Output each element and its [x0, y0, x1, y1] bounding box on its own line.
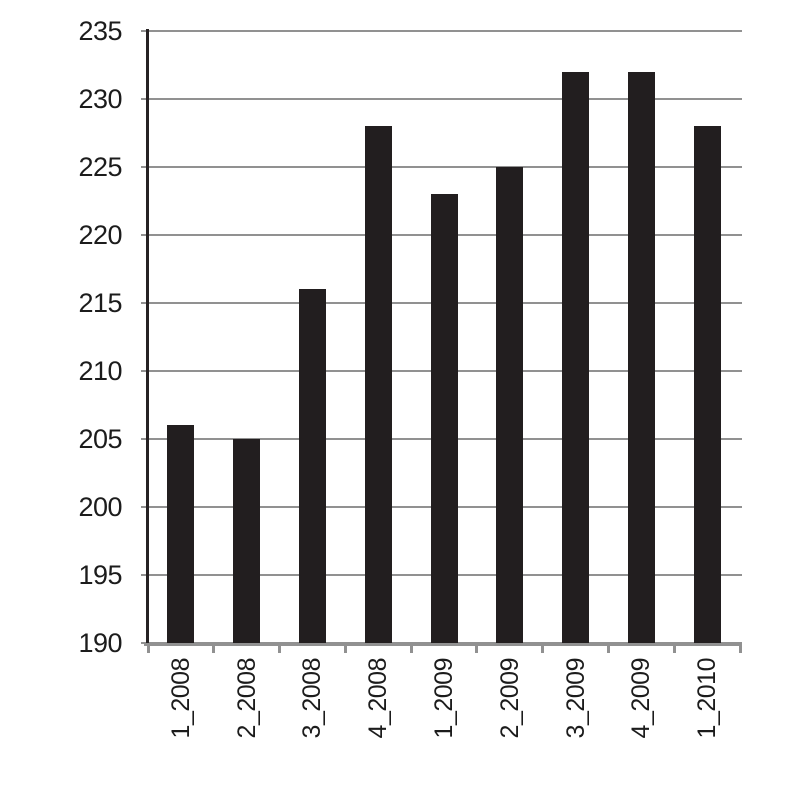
x-axis-tick-label: 4_2008: [364, 658, 393, 739]
y-axis-tick-label: 190: [78, 628, 122, 658]
x-axis-tick: [475, 643, 479, 653]
bar-4_2009: [627, 71, 655, 643]
gridline: [141, 30, 742, 32]
y-axis-tick-label: 220: [78, 220, 122, 250]
bar-4_2008: [364, 126, 392, 643]
bar-2_2009: [496, 167, 524, 643]
y-axis-line: [146, 29, 149, 646]
bar-1_2010: [693, 126, 721, 643]
bar-1_2009: [430, 194, 458, 643]
y-axis-tick-label: 205: [78, 424, 122, 454]
y-axis-tick-label: 230: [78, 84, 122, 114]
x-axis-tick-label: 1_2008: [166, 658, 195, 739]
gridline: [141, 98, 742, 100]
x-axis-tick: [146, 643, 150, 653]
x-axis-tick: [672, 643, 676, 653]
bar-3_2009: [562, 71, 590, 643]
y-axis-tick-label: 195: [78, 560, 122, 590]
y-axis-tick-label: 225: [78, 152, 122, 182]
x-axis-tick: [606, 643, 610, 653]
y-axis-tick-label: 235: [78, 16, 122, 46]
y-axis-tick-label: 215: [78, 288, 122, 318]
x-axis-tick-label: 3_2008: [298, 658, 327, 739]
x-axis-tick-label: 3_2009: [561, 658, 590, 739]
x-axis-tick: [409, 643, 413, 653]
x-axis-line: [144, 643, 742, 646]
x-axis-tick: [278, 643, 282, 653]
y-axis-tick-label: 210: [78, 356, 122, 386]
x-axis-tick-label: 1_2009: [430, 658, 458, 739]
x-axis-tick-label: 2_2008: [232, 658, 261, 739]
x-axis-tick-label: 2_2009: [495, 658, 524, 739]
bar-2_2008: [233, 439, 261, 643]
x-axis-tick: [212, 643, 216, 653]
bar-1_2008: [167, 425, 195, 643]
x-axis-tick: [541, 643, 545, 653]
x-axis-tick-label: 1_2010: [693, 658, 722, 739]
y-axis-tick-label: 200: [78, 492, 122, 522]
bar-3_2008: [298, 289, 326, 643]
gridline: [141, 166, 742, 168]
x-axis-tick: [738, 643, 742, 653]
x-axis-tick-label: 4_2009: [627, 658, 656, 739]
x-axis-tick: [343, 643, 347, 653]
